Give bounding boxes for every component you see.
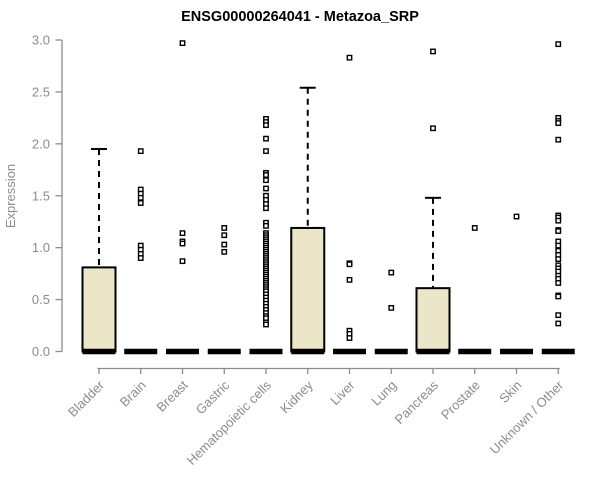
y-tick-label: 1.5 [32, 188, 50, 203]
outlier-point-brain [137, 194, 144, 201]
median-line-breast [166, 348, 199, 355]
outlier-point-breast [179, 40, 186, 47]
median-line-pancreas [416, 348, 450, 355]
outlier-point-hematopoietic-cells [263, 135, 269, 142]
outlier-point-gastric [221, 225, 228, 231]
x-category-label-liver: Liver [327, 377, 358, 408]
x-category-label-unknown-other: Unknown / Other [487, 377, 567, 457]
y-tick-label: 0.0 [32, 344, 50, 359]
outlier-point-hematopoietic-cells [263, 321, 269, 328]
x-category-label-brain: Brain [117, 378, 149, 410]
outlier-point-lung [388, 304, 395, 311]
x-category-label-prostate: Prostate [438, 378, 483, 423]
outlier-point-prostate [471, 225, 478, 231]
x-category-label-breast: Breast [153, 377, 190, 414]
outlier-point-breast [179, 230, 186, 237]
chart-title: ENSG00000264041 - Metazoa_SRP [181, 9, 419, 25]
outlier-point-hematopoietic-cells [263, 205, 269, 212]
y-tick-label: 1.0 [32, 240, 50, 255]
outlier-point-unknown-other [555, 228, 562, 234]
x-category-label-bladder: Bladder [65, 377, 108, 420]
outlier-point-breast [179, 258, 186, 265]
outlier-point-gastric [221, 248, 228, 255]
y-tick-label: 2.0 [32, 136, 50, 151]
outlier-point-liver [346, 54, 353, 61]
outlier-point-unknown-other [555, 120, 562, 126]
x-category-label-gastric: Gastric [193, 377, 233, 417]
median-line-lung [374, 348, 408, 355]
outlier-point-liver [346, 276, 353, 283]
outlier-point-pancreas [430, 125, 436, 132]
outlier-point-unknown-other [555, 256, 562, 262]
x-category-label-kidney: Kidney [277, 377, 316, 416]
outlier-point-brain [137, 200, 144, 206]
median-line-prostate [458, 348, 492, 355]
y-axis-title: Expression [3, 164, 18, 228]
outlier-point-skin [513, 213, 520, 220]
outlier-point-hematopoietic-cells [263, 172, 269, 178]
outlier-point-unknown-other [555, 41, 562, 48]
outlier-point-unknown-other [555, 242, 562, 249]
outlier-point-brain [137, 255, 144, 261]
box-kidney [290, 226, 326, 353]
median-line-liver [333, 348, 366, 355]
median-line-brain [124, 348, 158, 355]
box-pancreas [415, 287, 451, 353]
outlier-point-breast [179, 240, 186, 247]
box-bladder [81, 266, 117, 353]
outlier-point-pancreas [430, 48, 436, 55]
outlier-point-gastric [221, 232, 228, 239]
outlier-point-hematopoietic-cells [263, 177, 269, 184]
median-line-gastric [207, 348, 241, 355]
outlier-point-hematopoietic-cells [263, 222, 269, 229]
outlier-point-lung [388, 269, 395, 276]
outlier-point-unknown-other [555, 312, 562, 319]
median-line-skin [500, 348, 533, 355]
outlier-point-unknown-other [555, 320, 562, 327]
median-line-bladder [82, 348, 116, 355]
outlier-point-unknown-other [555, 293, 562, 300]
median-line-kidney [291, 348, 325, 355]
outlier-point-hematopoietic-cells [263, 122, 269, 129]
x-category-label-pancreas: Pancreas [392, 377, 442, 427]
plot-area: 0.0 0.5 1.0 1.5 2.0 2.5 3.0 Bladder Brain Breast G… [32, 33, 575, 468]
y-tick-label: 3.0 [32, 33, 50, 48]
outlier-point-gastric [221, 241, 228, 248]
x-category-label-skin: Skin [496, 378, 524, 406]
outlier-point-unknown-other [555, 217, 562, 224]
outlier-point-liver [346, 335, 353, 341]
median-line-hematopoietic-cells [249, 348, 283, 355]
outlier-point-liver [346, 261, 353, 268]
y-tick-label: 2.5 [32, 84, 50, 99]
median-line-unknown-other [541, 348, 575, 355]
x-category-label-lung: Lung [368, 378, 399, 409]
outlier-point-brain [137, 148, 144, 155]
outlier-point-hematopoietic-cells [263, 148, 269, 155]
outlier-point-unknown-other [555, 280, 562, 286]
y-tick-label: 0.5 [32, 292, 50, 307]
outlier-point-hematopoietic-cells [263, 185, 269, 192]
outlier-point-unknown-other [555, 136, 562, 143]
